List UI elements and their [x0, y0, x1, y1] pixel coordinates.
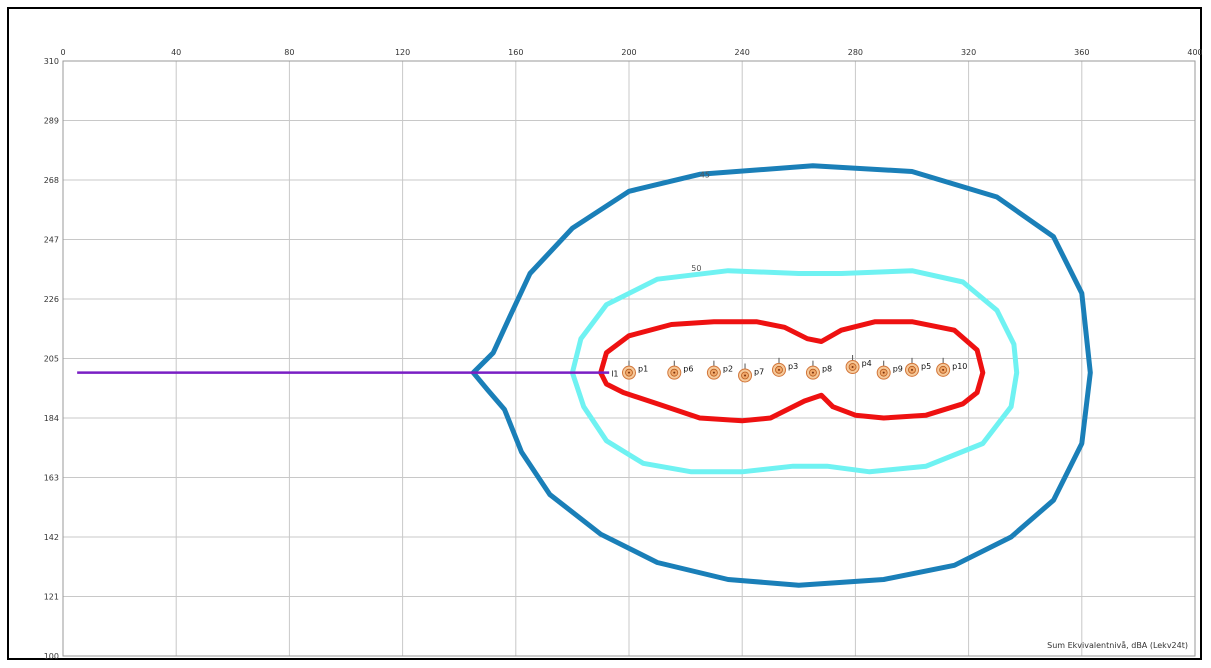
- y-tick-label: 310: [44, 57, 59, 66]
- source-marker-dot: [673, 371, 676, 374]
- source-label: p1: [638, 365, 648, 374]
- source-p5: p5: [905, 357, 931, 377]
- x-tick-label: 120: [395, 48, 410, 57]
- contour-label-50: 50: [691, 264, 701, 273]
- source-p9: p9: [876, 360, 903, 380]
- source-marker-dot: [712, 371, 715, 374]
- y-tick-label: 142: [44, 533, 59, 542]
- x-tick-label: 200: [621, 48, 636, 57]
- source-label: p4: [862, 359, 872, 368]
- source-p7: p7: [738, 363, 764, 383]
- y-tick-label: 205: [44, 355, 59, 364]
- source-p4: p4: [845, 355, 872, 374]
- contour-55: [598, 319, 986, 424]
- plot-border: [62, 60, 1196, 657]
- source-p1: p1: [622, 360, 648, 380]
- x-tick-label: 320: [961, 48, 976, 57]
- source-p10: p10: [936, 357, 967, 377]
- contour-45: [470, 163, 1093, 588]
- source-label: p6: [683, 365, 693, 374]
- y-tick-label: 100: [44, 652, 59, 661]
- source-marker-dot: [811, 371, 814, 374]
- y-tick-label: 184: [44, 414, 59, 423]
- contour-label-45: 45: [700, 170, 710, 179]
- source-marker-dot: [911, 368, 913, 371]
- point-sources: p1 p6 p2 p7 p3 p8 p4 p9 p5 p10: [622, 355, 967, 383]
- line-source-label: l1: [611, 370, 618, 379]
- x-tick-label: 80: [284, 48, 294, 57]
- source-p3: p3: [771, 357, 798, 377]
- source-marker-dot: [942, 368, 945, 371]
- source-label: p9: [893, 365, 903, 374]
- source-marker-dot: [777, 368, 780, 371]
- source-p2: p2: [706, 360, 733, 380]
- x-tick-label: 240: [735, 48, 750, 57]
- source-marker-dot: [882, 371, 885, 374]
- source-marker-dot: [628, 371, 630, 374]
- x-tick-label: 400: [1187, 48, 1202, 57]
- grid: [62, 60, 1196, 657]
- x-tick-label: 40: [171, 48, 181, 57]
- x-tick-label: 0: [60, 48, 65, 57]
- chart-caption: Sum Ekvivalentnivå, dBA (Lekv24t): [1047, 641, 1188, 650]
- line-source: l1: [77, 370, 619, 379]
- axis-ticks: 0 40 80 120 160 200 240 280 320 360 400 100 121 142 16…: [44, 48, 1203, 661]
- chart-frame: 0 40 80 120 160 200 240 280 320 360 400 100 121 142 16…: [7, 7, 1203, 661]
- source-label: p2: [723, 365, 733, 374]
- source-label: p8: [822, 365, 832, 374]
- y-tick-label: 247: [44, 236, 59, 245]
- source-label: p5: [921, 362, 931, 371]
- y-tick-label: 163: [44, 474, 59, 483]
- source-label: p3: [788, 362, 798, 371]
- contour-lines: 50 45: [470, 163, 1093, 588]
- source-marker-dot: [851, 366, 854, 368]
- source-label: p7: [754, 368, 764, 377]
- source-p8: p8: [805, 360, 832, 380]
- y-tick-label: 121: [44, 593, 59, 602]
- contour-50: [569, 268, 1020, 475]
- x-tick-label: 360: [1074, 48, 1089, 57]
- y-tick-label: 268: [44, 176, 59, 185]
- source-p6: p6: [667, 360, 693, 380]
- y-tick-label: 226: [44, 295, 59, 304]
- y-tick-label: 289: [44, 117, 59, 126]
- contour-plot: 0 40 80 120 160 200 240 280 320 360 400 100 121 142 16…: [44, 48, 1203, 661]
- source-label: p10: [952, 362, 967, 371]
- source-marker-dot: [744, 374, 747, 377]
- x-tick-label: 160: [508, 48, 523, 57]
- x-tick-label: 280: [848, 48, 863, 57]
